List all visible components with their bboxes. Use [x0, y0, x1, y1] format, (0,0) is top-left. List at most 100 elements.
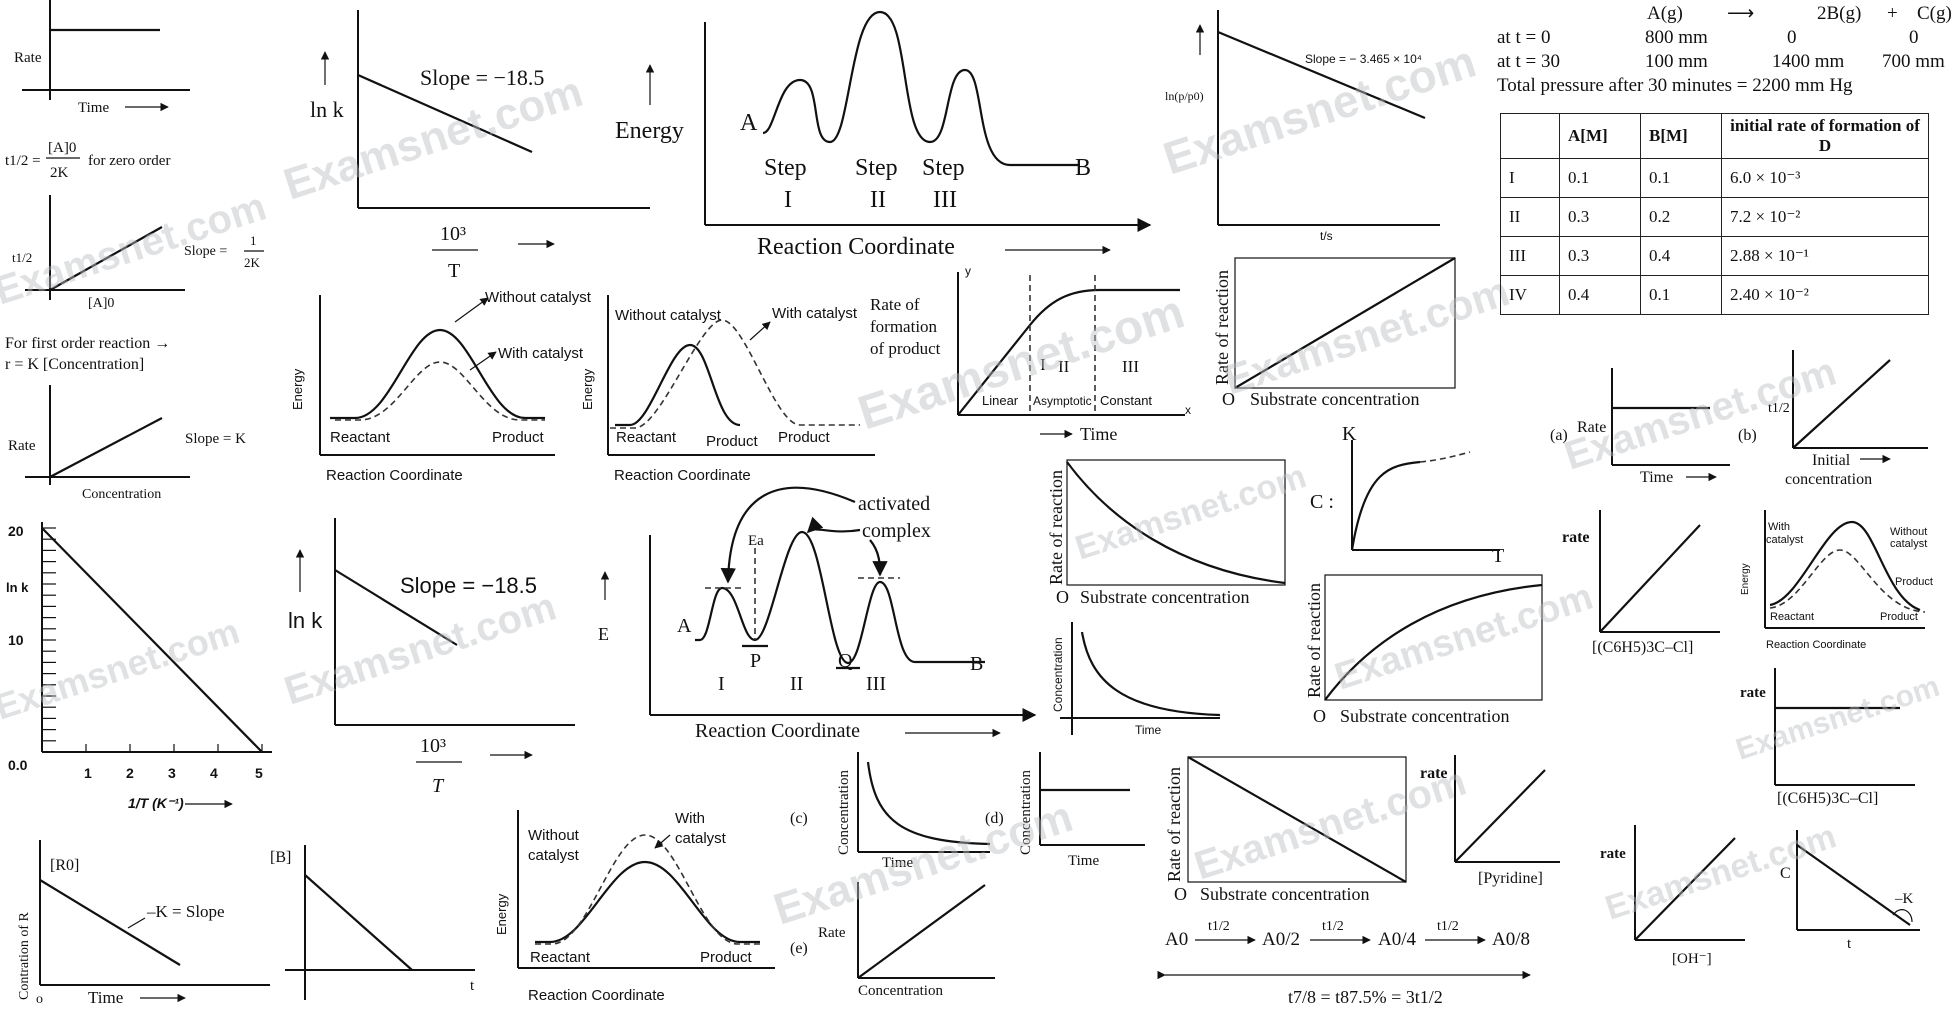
svg-text:A: A [677, 615, 692, 637]
svg-text:t1/2: t1/2 [12, 250, 32, 265]
svg-text:Concentration: Concentration [1051, 637, 1065, 712]
svg-text:Slope =: Slope = [184, 244, 227, 259]
svg-text:2K: 2K [244, 255, 261, 270]
svg-text:Examsnet.com: Examsnet.com [0, 610, 244, 728]
svg-text:–K = Slope: –K = Slope [146, 902, 225, 921]
svg-text:Reaction Coordinate: Reaction Coordinate [614, 467, 751, 484]
svg-text:A0/4: A0/4 [1378, 929, 1417, 950]
rate-pyridine-graph: rate [Pyridine] [1420, 755, 1560, 887]
svg-text:0.0: 0.0 [8, 757, 28, 773]
half-life-equation: t1/2 = [A]0 2K for zero order [5, 140, 170, 181]
zero-order-rate-graph: Rate Time [14, 0, 190, 116]
substrate-linear-graph: Rate of reaction O Substrate concentrati… [1212, 257, 1456, 409]
svg-text:catalyst: catalyst [1766, 534, 1803, 546]
concentration-r-graph: [R0] –K = Slope Contration of R o Time [17, 840, 270, 1007]
svg-text:A: A [740, 110, 758, 136]
svg-text:Reactant: Reactant [530, 949, 591, 966]
table-row: I 0.1 0.1 6.0 × 10⁻³ [1500, 158, 1929, 198]
svg-text:A0/8: A0/8 [1492, 929, 1530, 950]
svg-text:Reaction Coordinate: Reaction Coordinate [326, 467, 463, 484]
half-life-vs-a0-graph: t1/2 Slope = 1 2K [A]0 [12, 195, 264, 311]
svg-text:Concentration: Concentration [836, 770, 852, 855]
svg-text:catalyst: catalyst [1890, 538, 1927, 550]
svg-text:[A]0: [A]0 [48, 140, 76, 156]
svg-text:t1/2: t1/2 [1208, 919, 1230, 934]
svg-text:T: T [432, 775, 445, 797]
svg-text:[(C6H5)3C–Cl]: [(C6H5)3C–Cl] [1592, 639, 1693, 656]
svg-text:x: x [1185, 403, 1191, 417]
svg-text:Ea: Ea [748, 533, 764, 549]
catalyst-graph-4: Without catalyst With catalyst Energy Re… [494, 810, 775, 1004]
svg-text:Time: Time [1640, 469, 1673, 486]
svg-text:Step: Step [855, 155, 898, 181]
svg-text:Time: Time [1135, 723, 1162, 737]
rate-ph3ccl-linear: rate [(C6H5)3C–Cl] [1562, 510, 1720, 656]
svg-text:Rate of reaction: Rate of reaction [1164, 767, 1184, 882]
substrate-saturation-graph: Rate of reaction O Substrate concentrati… [1304, 574, 1543, 726]
svg-text:Asymptotic: Asymptotic [1033, 394, 1092, 408]
svg-text:Reactant: Reactant [616, 429, 677, 446]
svg-text:Substrate concentration: Substrate concentration [1340, 706, 1509, 726]
svg-text:Rate of reaction: Rate of reaction [1046, 470, 1066, 585]
svg-text:t/s: t/s [1320, 229, 1333, 243]
svg-text:Step: Step [764, 155, 807, 181]
svg-text:With catalyst: With catalyst [498, 345, 584, 362]
svg-text:[Pyridine]: [Pyridine] [1478, 870, 1543, 887]
substrate-negative-graph: Rate of reaction O Substrate concentrati… [1164, 756, 1407, 904]
svg-text:K: K [1342, 423, 1357, 445]
svg-text:Energy: Energy [580, 368, 595, 410]
svg-text:of product: of product [870, 339, 941, 358]
svg-text:Reaction Coordinate: Reaction Coordinate [528, 987, 665, 1004]
svg-text:1: 1 [250, 233, 257, 248]
svg-text:With catalyst: With catalyst [772, 305, 858, 322]
enzyme-phases-graph: y x Rate of formation of product I II II… [870, 264, 1191, 444]
svg-text:[A]0: [A]0 [88, 296, 114, 311]
svg-text:–K: –K [1894, 891, 1914, 907]
b-vs-t-graph: [B] t [270, 845, 475, 1000]
svg-text:10: 10 [8, 632, 24, 648]
svg-text:20: 20 [8, 523, 24, 539]
svg-text:Reaction Coordinate: Reaction Coordinate [757, 234, 955, 260]
small-graph-b: (b) t1/2 Initial concentration [1738, 350, 1928, 488]
svg-text:Substrate concentration: Substrate concentration [1080, 587, 1249, 607]
svg-text:Constant: Constant [1100, 393, 1152, 408]
svg-text:Slope = −18.5: Slope = −18.5 [420, 65, 544, 90]
catalyst-graph-3: With catalyst Without catalyst Energy Re… [1740, 510, 1933, 651]
svg-text:Product: Product [492, 429, 545, 446]
svg-text:II: II [790, 673, 803, 695]
svg-text:Reactant: Reactant [330, 429, 391, 446]
svg-text:Rate of reaction: Rate of reaction [1304, 583, 1324, 698]
svg-text:(c): (c) [790, 810, 808, 827]
svg-text:Without catalyst: Without catalyst [485, 289, 592, 306]
svg-text:III: III [866, 673, 886, 695]
svg-text:1: 1 [84, 765, 92, 781]
svg-text:O: O [1222, 389, 1235, 409]
energy-steps-graph: Energy A B Step Step Step I II III React… [615, 10, 1152, 260]
lnk-mid-graph: ln k Slope = −18.5 10³ T [288, 518, 575, 797]
svg-text:Examsnet.com: Examsnet.com [768, 792, 1079, 935]
svg-text:Examsnet.com: Examsnet.com [279, 584, 561, 713]
svg-text:Examsnet.com: Examsnet.com [1071, 457, 1311, 567]
svg-text:Concentration: Concentration [82, 487, 161, 502]
svg-text:1/T (K⁻¹): 1/T (K⁻¹) [128, 795, 184, 811]
svg-text:concentration: concentration [1785, 471, 1872, 488]
c-vs-t-graph: C t –K [1780, 830, 1920, 952]
svg-text:Energy: Energy [494, 893, 509, 935]
table-header-row: A[M] B[M] initial rate of formation of D [1500, 113, 1929, 159]
svg-text:4: 4 [210, 765, 218, 781]
option-e-graph: (e) Rate Concentration [790, 882, 995, 999]
svg-text:o: o [36, 992, 43, 1007]
svg-text:O: O [1174, 884, 1187, 904]
substrate-decay-graph: Rate of reaction O Substrate concentrati… [1046, 459, 1286, 607]
svg-text:A0/2: A0/2 [1262, 929, 1300, 950]
svg-text:catalyst: catalyst [675, 830, 727, 847]
svg-text:I: I [1040, 355, 1046, 374]
catalyst-graph-1: Without catalyst With catalyst Energy Re… [290, 289, 592, 484]
table-row: II 0.3 0.2 7.2 × 10⁻² [1500, 197, 1929, 237]
svg-text:t: t [1847, 936, 1852, 952]
svg-text:With: With [1768, 521, 1790, 533]
svg-text:t: t [470, 978, 475, 994]
concentration-decay-graph: Concentration Time [1051, 622, 1221, 737]
svg-text:II: II [1058, 357, 1070, 376]
svg-text:formation: formation [870, 317, 938, 336]
